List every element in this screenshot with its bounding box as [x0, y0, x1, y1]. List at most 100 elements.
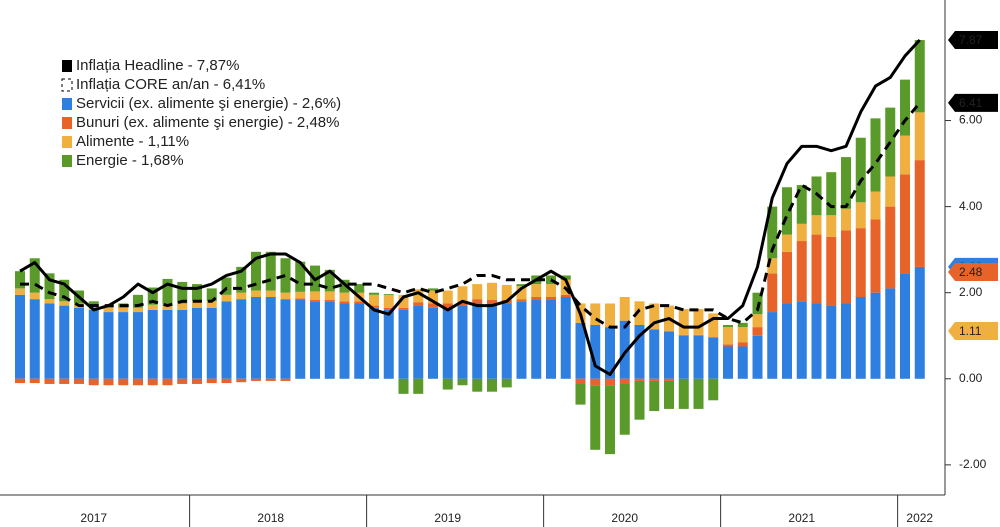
bar	[737, 346, 748, 379]
bar	[693, 309, 704, 335]
bar	[221, 378, 232, 384]
bar	[383, 293, 394, 295]
bar	[133, 307, 143, 313]
bar	[147, 309, 158, 379]
bar	[708, 378, 719, 401]
bar	[900, 135, 910, 175]
x-tick-label: 2021	[788, 511, 815, 525]
bar	[192, 301, 202, 308]
bar	[295, 291, 306, 299]
bar	[221, 301, 232, 379]
y-tick-label: 6.00	[959, 113, 983, 127]
bar	[723, 327, 733, 345]
bar	[29, 258, 40, 293]
bar	[782, 251, 792, 304]
bar	[782, 234, 792, 252]
bar	[398, 307, 409, 310]
bar	[147, 378, 158, 386]
bar	[103, 378, 114, 386]
bar	[354, 284, 365, 293]
bar	[428, 303, 438, 308]
bar	[678, 335, 689, 379]
bar	[487, 303, 497, 379]
bar	[900, 79, 910, 136]
bar	[44, 299, 55, 304]
legend-swatch	[61, 78, 73, 92]
bar	[457, 301, 468, 306]
bar	[664, 331, 674, 379]
bar	[531, 299, 542, 379]
bar	[678, 334, 689, 336]
bar	[177, 309, 188, 379]
bar	[767, 206, 778, 259]
bar	[162, 309, 173, 379]
x-tick-label: 2022	[906, 511, 933, 525]
bar	[649, 329, 660, 379]
bar	[619, 383, 630, 435]
bar	[501, 303, 512, 379]
bar	[398, 294, 409, 308]
bar	[796, 185, 807, 224]
bar	[133, 312, 143, 379]
bar	[708, 337, 719, 379]
bar	[162, 278, 173, 305]
bar	[767, 273, 778, 313]
value-tag-bg	[948, 31, 998, 50]
bar	[88, 305, 99, 310]
bar	[664, 380, 674, 409]
bar	[339, 279, 350, 293]
bar	[811, 234, 822, 304]
bar	[472, 378, 483, 392]
value-tag-label: 2.48	[959, 265, 983, 279]
bar	[428, 290, 438, 304]
bar	[236, 266, 247, 293]
bar	[147, 304, 158, 310]
bar	[723, 324, 733, 328]
bar	[236, 292, 247, 300]
bar	[280, 292, 291, 300]
bar	[752, 292, 763, 315]
bar	[796, 223, 807, 242]
bar	[752, 314, 763, 328]
legend-swatch	[62, 60, 72, 72]
bar	[324, 300, 335, 302]
bar	[15, 271, 25, 289]
bar	[605, 327, 615, 379]
bar	[708, 337, 719, 338]
bar	[15, 288, 25, 295]
bar	[826, 172, 837, 216]
bar	[575, 378, 586, 384]
bar	[693, 334, 704, 336]
bar	[634, 380, 645, 420]
legend-label: Energie - 1,68%	[76, 152, 184, 169]
bar	[118, 307, 129, 313]
bar	[265, 251, 276, 291]
bar	[44, 273, 55, 300]
value-tag-label: 1.11	[959, 324, 982, 338]
bar	[88, 309, 99, 379]
bar	[251, 378, 261, 381]
bar	[206, 288, 217, 302]
bar	[442, 307, 453, 379]
y-tick-label: 0.00	[959, 371, 983, 385]
bar	[29, 292, 40, 300]
bar	[619, 297, 630, 321]
bar	[900, 273, 910, 379]
bar	[575, 383, 586, 405]
bar	[516, 286, 527, 300]
bar	[826, 305, 837, 379]
bar	[339, 301, 350, 304]
legend-label: Servicii (ex. alimente şi energie) - 2,6…	[76, 95, 341, 112]
bar	[59, 305, 70, 379]
bar	[177, 303, 188, 310]
bar	[29, 378, 40, 384]
bar	[74, 378, 84, 384]
bar	[855, 228, 866, 297]
bar	[634, 301, 645, 325]
bar	[767, 312, 778, 379]
legend-label: Inflația Headline - 7,87%	[76, 57, 239, 74]
bar	[206, 378, 217, 384]
bar	[324, 269, 335, 292]
